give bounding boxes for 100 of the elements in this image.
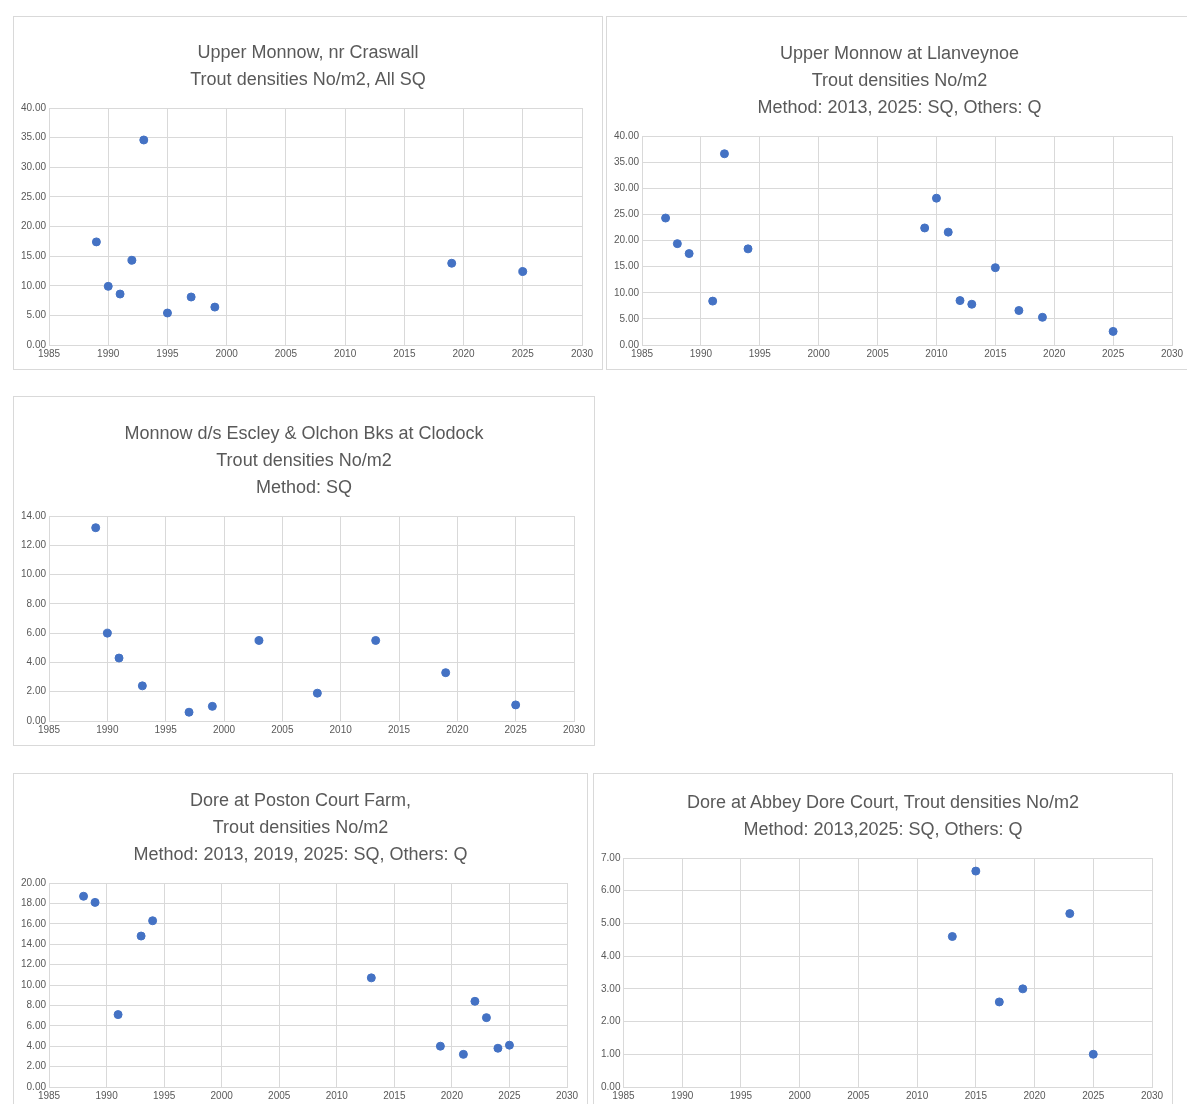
x-tick-label: 1985 [630,347,654,359]
x-tick-label: 2020 [1043,347,1066,359]
x-tick-label: 1985 [37,347,61,359]
x-tick-label: 1985 [612,1089,636,1101]
x-tick-label: 2010 [905,1089,929,1101]
chart-title: Upper Monnow, nr Craswall Trout densities No/m2, All SQ [190,41,426,91]
y-tick-label: 0.00 [26,714,47,726]
point [684,249,694,259]
x-tick-label: 1990 [96,723,119,735]
point [127,255,137,265]
point [504,1040,514,1050]
x-tick-label: 2025 [504,723,528,735]
point [103,281,113,291]
x-tick-label: 2025 [498,1089,522,1101]
x-tick-label: 2005 [274,347,298,359]
point [493,1043,503,1053]
y-tick-label: 6.00 [600,884,621,896]
y-tick-label: 5.00 [600,917,621,929]
point [481,1013,491,1023]
y-tick-label: 12.00 [20,958,47,970]
point [1088,1049,1098,1059]
point [254,635,264,645]
x-tick-label: 2030 [562,723,586,735]
point [1014,306,1024,316]
x-tick-label: 1985 [37,723,61,735]
point [79,891,89,901]
y-tick-label: 5.00 [619,312,640,324]
point [672,239,682,249]
point [115,289,125,299]
x-tick-label: 1995 [156,347,180,359]
x-tick-label: 1995 [154,723,178,735]
point [136,931,146,941]
x-tick-label: 2030 [1160,347,1184,359]
y-tick-label: 6.00 [26,626,47,638]
y-tick-label: 20.00 [20,220,47,232]
y-tick-label: 40.00 [20,101,47,113]
y-tick-label: 4.00 [26,656,47,668]
point [137,681,147,691]
point [470,996,480,1006]
x-tick-label: 2025 [1082,1089,1105,1101]
x-tick-label: 1995 [729,1089,753,1101]
x-tick-label: 2000 [215,347,239,359]
y-tick-label: 40.00 [613,129,640,141]
x-tick-label: 2015 [393,347,416,359]
point [1037,312,1047,322]
point [967,299,977,309]
y-tick-label: 10.00 [20,978,47,990]
point [139,135,149,145]
x-tick-label: 1985 [37,1089,61,1101]
point [1018,984,1028,994]
point [1108,326,1118,336]
point [113,1010,123,1020]
point [458,1049,468,1059]
y-tick-label: 2.00 [600,1015,621,1027]
point [947,932,957,942]
point [148,916,158,926]
x-tick-label: 2020 [440,1089,464,1101]
point [447,258,457,268]
x-tick-label: 2025 [1101,347,1125,359]
point [719,149,729,159]
point [971,866,981,876]
y-tick-label: 12.00 [20,539,47,551]
y-tick-label: 7.00 [600,851,621,863]
point [162,308,172,318]
point [955,296,965,306]
x-tick-label: 2030 [1140,1089,1164,1101]
y-tick-label: 0.00 [619,338,640,350]
y-tick-label: 35.00 [20,131,47,143]
y-tick-label: 8.00 [26,999,47,1011]
y-tick-label: 2.00 [26,1060,47,1072]
x-tick-label: 1990 [689,347,713,359]
x-tick-label: 1990 [671,1089,694,1101]
y-tick-label: 4.00 [600,949,621,961]
point [210,302,220,312]
y-tick-label: 4.00 [26,1039,47,1051]
y-tick-label: 20.00 [613,234,640,246]
point [920,223,930,233]
x-tick-label: 2015 [383,1089,406,1101]
chart-title: Dore at Abbey Dore Court, Trout densities No/m2 Method: 2013,2025: SQ, Others: Q [686,791,1080,841]
x-tick-label: 2030 [570,347,594,359]
x-tick-label: 2025 [511,347,535,359]
y-tick-label: 15.00 [20,249,47,261]
point [312,688,322,698]
point [518,267,528,277]
x-tick-label: 2005 [268,1089,291,1101]
y-tick-label: 1.00 [600,1048,621,1060]
point [186,292,196,302]
x-tick-label: 1990 [97,347,120,359]
x-tick-label: 2005 [866,347,890,359]
point [708,296,718,306]
point [931,193,941,203]
y-tick-label: 10.00 [613,286,640,298]
point [102,628,112,638]
x-tick-label: 2020 [446,723,469,735]
x-tick-label: 1990 [95,1089,119,1101]
point [511,700,521,710]
y-tick-label: 14.00 [20,509,47,521]
y-tick-label: 0.00 [26,1080,47,1092]
x-tick-label: 2020 [1023,1089,1047,1101]
y-tick-label: 35.00 [613,155,640,167]
